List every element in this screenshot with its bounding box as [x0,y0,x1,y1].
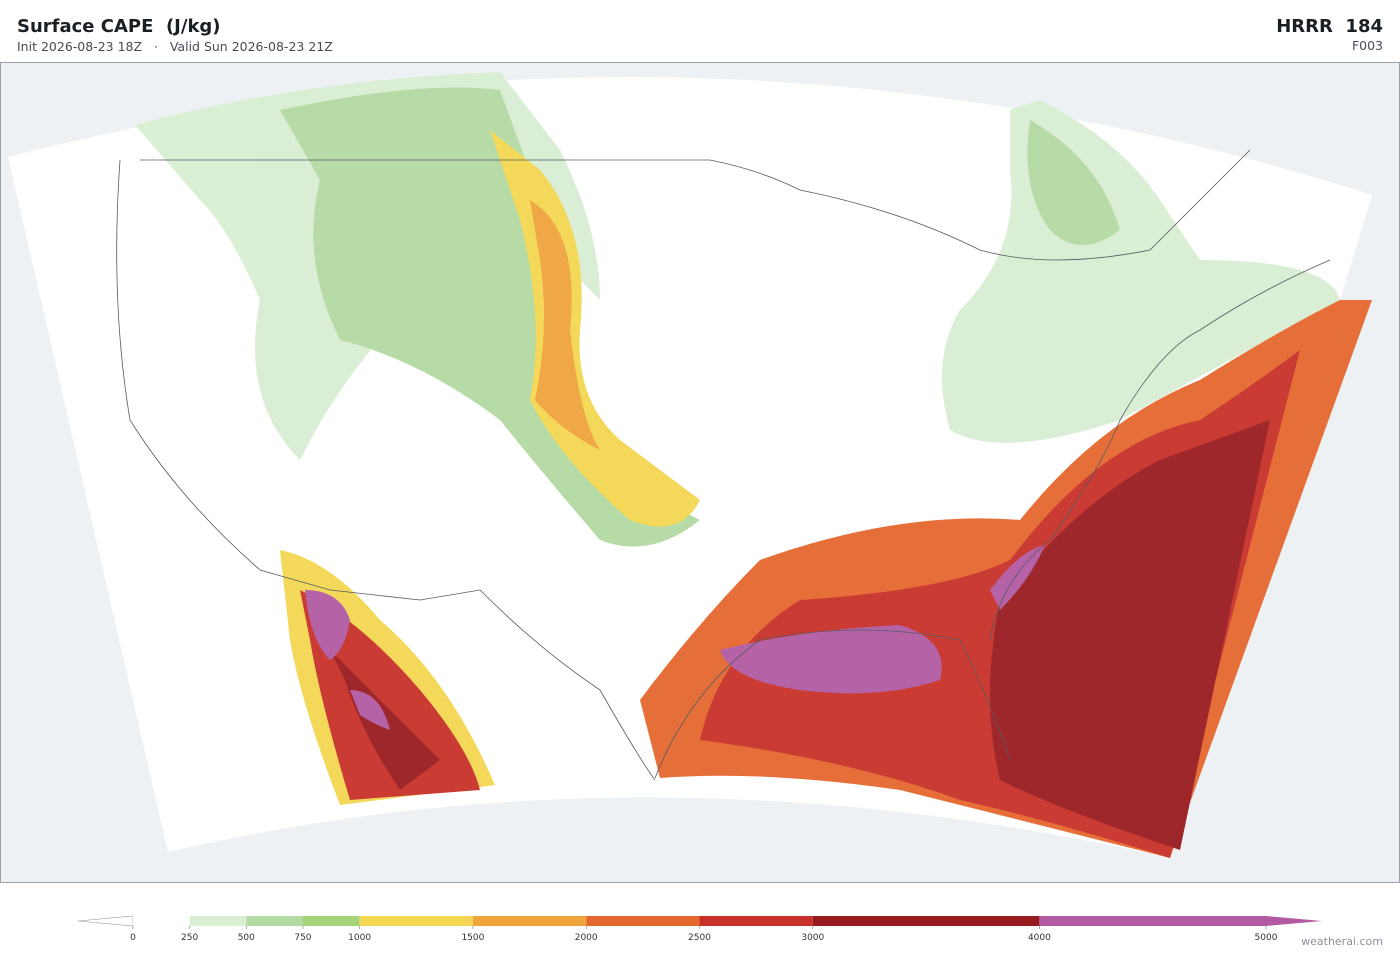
colorbar-segment [1039,916,1266,926]
map-subtitle: Init 2026-08-23 18Z · Valid Sun 2026-08-… [17,39,333,54]
colorbar-tick-label: 750 [294,933,311,943]
credit: weatherai.com [1301,935,1383,948]
colorbar-tick-label: 5000 [1255,933,1278,943]
colorbar-tick-label: 2000 [575,933,598,943]
colorbar-tick-label: 3000 [801,933,824,943]
colorbar-tick-label: 1500 [461,933,484,943]
colorbar-tick-label: 250 [181,933,198,943]
map-title: Surface CAPE (J/kg) [17,16,221,37]
colorbar-tick-label: 500 [238,933,255,943]
colorbar-tick-label: 1000 [348,933,371,943]
colorbar-segment [359,916,473,926]
colorbar: 0 250 500 750 1000 1500 2000 2500 3000 4000 5000 [77,915,1322,943]
colorbar-under [77,915,134,927]
colorbar-segment [133,916,190,926]
boundaries [116,149,1331,781]
forecast-hour: F003 [1351,38,1383,53]
colorbar-tick-label: 4000 [1028,933,1051,943]
colorbar-tick-label: 0 [130,933,136,943]
model-name: HRRR 184 [1276,16,1383,37]
colorbar-segment [246,916,303,926]
map [0,62,1400,883]
colorbar-over [1266,916,1322,926]
colorbar-segment [699,916,813,926]
colorbar-segment [302,916,360,926]
colorbar-tick-label: 2500 [688,933,711,943]
colorbar-segment [586,916,700,926]
colorbar-segment [189,916,247,926]
colorbar-segment [812,916,1040,926]
colorbar-segment [472,916,587,926]
